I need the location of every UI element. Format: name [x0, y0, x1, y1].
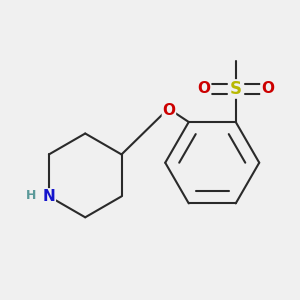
Text: H: H [26, 189, 36, 202]
Text: O: O [197, 82, 211, 97]
Text: N: N [43, 189, 55, 204]
Text: S: S [230, 80, 242, 98]
Text: O: O [162, 103, 176, 118]
Text: O: O [261, 82, 274, 97]
